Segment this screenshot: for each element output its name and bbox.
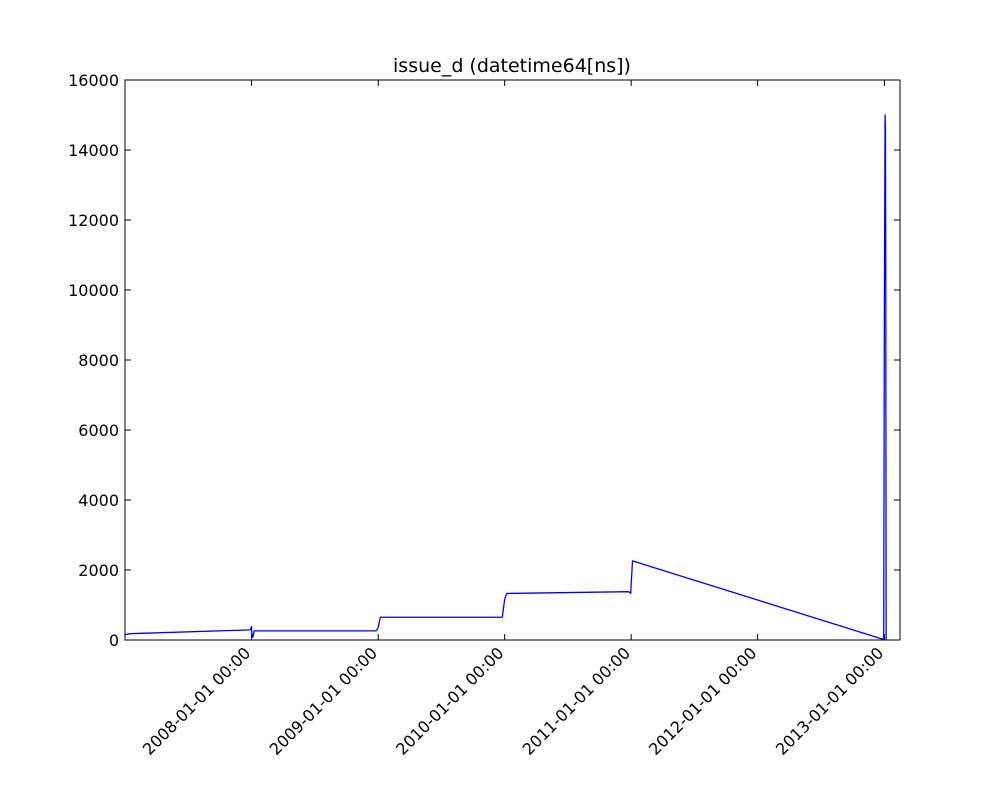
series-line <box>124 114 887 641</box>
y-tick-label: 12000 <box>68 211 119 230</box>
x-tick-label: 2008-01-01 00:00 <box>139 643 254 758</box>
y-tick-label: 6000 <box>78 421 119 440</box>
y-tick-label: 4000 <box>78 491 119 510</box>
x-axis: 2008-01-01 00:00 2009-01-01 00:00 2010-01-… <box>139 80 887 759</box>
y-tick-label: 0 <box>109 631 119 650</box>
plot-area <box>124 79 901 641</box>
x-tick-label: 2010-01-01 00:00 <box>392 643 507 758</box>
y-tick-label: 16000 <box>68 71 119 90</box>
x-tick-label: 2011-01-01 00:00 <box>519 643 634 758</box>
y-tick-label: 8000 <box>78 351 119 370</box>
x-tick-label: 2009-01-01 00:00 <box>266 643 381 758</box>
axes-frame <box>124 79 901 641</box>
y-tick-label: 2000 <box>78 561 119 580</box>
y-axis: 0 2000 4000 6000 8000 10000 12000 14000 16000 <box>68 71 900 650</box>
x-tick-label: 2013-01-01 00:00 <box>772 643 887 758</box>
y-tick-label: 14000 <box>68 141 119 160</box>
series-group <box>124 114 887 641</box>
chart-title: issue_d (datetime64[ns]) <box>393 55 631 77</box>
y-tick-label: 10000 <box>68 281 119 300</box>
x-tick-label: 2012-01-01 00:00 <box>645 643 760 758</box>
